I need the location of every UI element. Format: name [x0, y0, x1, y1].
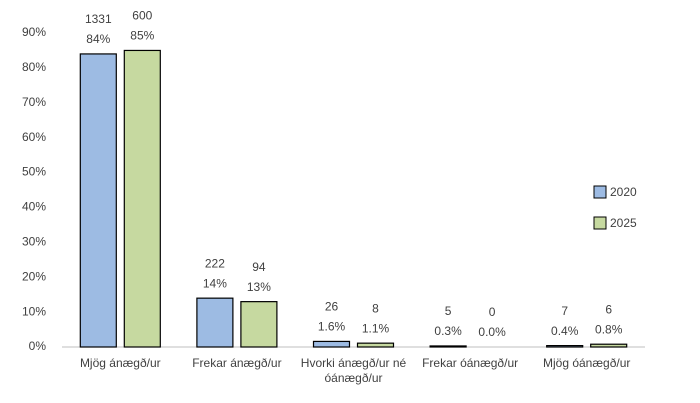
value-label: 0.3% — [434, 324, 462, 338]
value-label: 13% — [247, 280, 271, 294]
legend-label: 2020 — [610, 185, 637, 199]
y-tick-label: 30% — [22, 235, 46, 249]
bar — [79, 53, 117, 348]
bar — [546, 345, 584, 348]
legend-swatch — [593, 185, 607, 199]
bar — [240, 301, 278, 348]
count-label: 1331 — [85, 12, 112, 26]
x-tick-label: Hvorki ánægð/ur né óánægð/ur — [300, 356, 407, 385]
bar — [590, 343, 628, 348]
bar — [429, 345, 467, 348]
y-tick-label: 90% — [22, 25, 46, 39]
count-label: 8 — [372, 301, 379, 315]
value-label: 0.8% — [595, 322, 623, 336]
bar — [312, 340, 351, 348]
x-tick-label: Frekar óánægð/ur — [422, 356, 519, 370]
count-label: 7 — [561, 304, 568, 318]
count-label: 6 — [605, 302, 612, 316]
y-tick-label: 70% — [22, 95, 46, 109]
y-tick-label: 60% — [22, 130, 46, 144]
legend-swatch — [593, 216, 607, 230]
count-label: 26 — [325, 300, 339, 314]
count-label: 94 — [252, 260, 266, 274]
y-tick-label: 80% — [22, 60, 46, 74]
count-label: 222 — [205, 256, 225, 270]
x-tick-label: Frekar ánægð/ur — [192, 356, 282, 370]
value-label: 0.4% — [551, 324, 579, 338]
y-tick-label: 10% — [22, 304, 46, 318]
count-label: 5 — [445, 304, 452, 318]
count-label: 600 — [132, 9, 152, 23]
legend-label: 2025 — [610, 216, 637, 230]
count-label: 0 — [489, 305, 496, 319]
bar — [196, 297, 234, 348]
value-label: 84% — [86, 32, 110, 46]
y-tick-label: 40% — [22, 200, 46, 214]
value-label: 1.1% — [362, 321, 390, 335]
value-label: 14% — [203, 276, 227, 290]
y-tick-label: 0% — [29, 339, 47, 353]
x-tick-label: Mjög ánægð/ur — [79, 356, 161, 370]
y-tick-label: 20% — [22, 269, 46, 283]
bar — [123, 49, 161, 348]
y-tick-label: 50% — [22, 165, 46, 179]
x-tick-label: Mjög óánægð/ur — [542, 356, 631, 370]
value-label: 0.0% — [478, 325, 506, 339]
value-label: 85% — [130, 29, 154, 43]
value-label: 1.6% — [318, 320, 346, 334]
bar — [356, 342, 395, 348]
